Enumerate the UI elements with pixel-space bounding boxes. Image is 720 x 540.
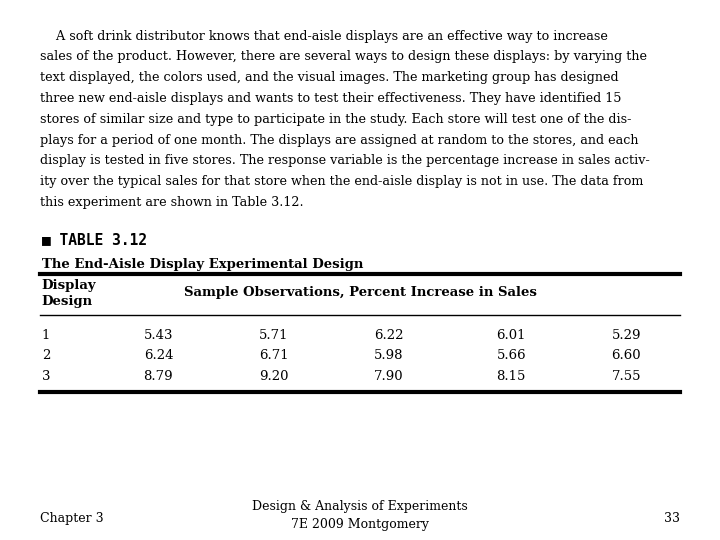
Text: 3: 3: [42, 369, 50, 383]
Text: 5.29: 5.29: [612, 328, 641, 342]
Text: this experiment are shown in Table 3.12.: this experiment are shown in Table 3.12.: [40, 196, 303, 209]
Text: 8.15: 8.15: [497, 369, 526, 383]
Text: 33: 33: [665, 512, 680, 525]
Text: ■ TABLE 3.12: ■ TABLE 3.12: [42, 232, 147, 247]
Text: 7.55: 7.55: [612, 369, 641, 383]
Text: Display
Design: Display Design: [42, 280, 96, 308]
Text: 2: 2: [42, 349, 50, 362]
Text: Design & Analysis of Experiments
7E 2009 Montgomery: Design & Analysis of Experiments 7E 2009…: [252, 500, 468, 531]
Text: 6.01: 6.01: [497, 328, 526, 342]
Text: plays for a period of one month. The displays are assigned at random to the stor: plays for a period of one month. The dis…: [40, 134, 638, 147]
Text: 9.20: 9.20: [259, 369, 288, 383]
Text: 6.71: 6.71: [258, 349, 289, 362]
Text: The End-Aisle Display Experimental Design: The End-Aisle Display Experimental Desig…: [42, 258, 363, 271]
Text: 1: 1: [42, 328, 50, 342]
Text: ity over the typical sales for that store when the end-aisle display is not in u: ity over the typical sales for that stor…: [40, 175, 643, 188]
Text: sales of the product. However, there are several ways to design these displays: : sales of the product. However, there are…: [40, 51, 647, 64]
Text: 5.71: 5.71: [259, 328, 288, 342]
Text: Sample Observations, Percent Increase in Sales: Sample Observations, Percent Increase in…: [184, 286, 536, 299]
Text: 6.60: 6.60: [611, 349, 642, 362]
Text: 5.66: 5.66: [496, 349, 526, 362]
Text: 5.43: 5.43: [144, 328, 173, 342]
Text: 6.22: 6.22: [374, 328, 403, 342]
Text: display is tested in five stores. The response variable is the percentage increa: display is tested in five stores. The re…: [40, 154, 649, 167]
Text: stores of similar size and type to participate in the study. Each store will tes: stores of similar size and type to parti…: [40, 113, 631, 126]
Text: 5.98: 5.98: [374, 349, 403, 362]
Text: 6.24: 6.24: [144, 349, 173, 362]
Text: 8.79: 8.79: [143, 369, 174, 383]
Text: A soft drink distributor knows that end-aisle displays are an effective way to i: A soft drink distributor knows that end-…: [40, 30, 608, 43]
Text: text displayed, the colors used, and the visual images. The marketing group has : text displayed, the colors used, and the…: [40, 71, 618, 84]
Text: Chapter 3: Chapter 3: [40, 512, 103, 525]
Text: 7.90: 7.90: [374, 369, 404, 383]
Text: three new end-aisle displays and wants to test their effectiveness. They have id: three new end-aisle displays and wants t…: [40, 92, 621, 105]
